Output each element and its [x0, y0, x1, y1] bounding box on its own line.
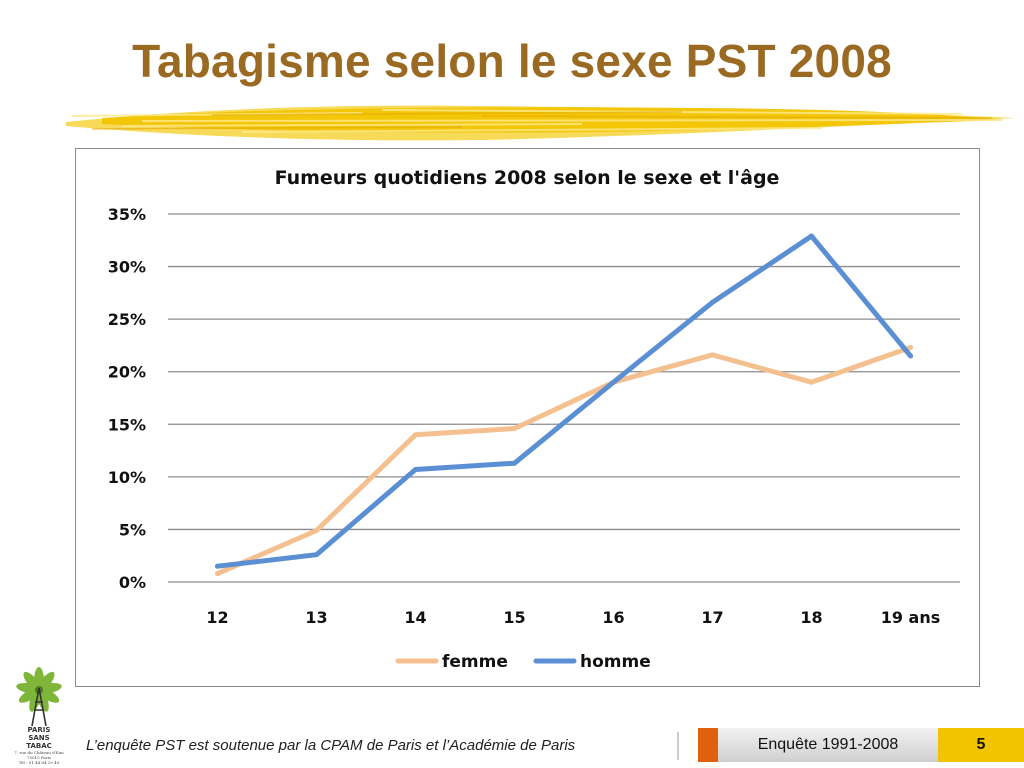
data-point-femme [908, 345, 913, 351]
legend-label-femme: femme [442, 652, 508, 672]
data-point-homme [512, 460, 517, 466]
data-point-homme [215, 563, 220, 569]
series-line-homme [215, 233, 913, 569]
data-point-femme [215, 571, 220, 577]
chart-title: Fumeurs quotidiens 2008 selon le sexe et… [275, 167, 780, 189]
y-tick-label: 20% [108, 363, 146, 382]
footer-orange-block [698, 728, 718, 762]
slide-title: Tabagisme selon le sexe PST 2008 [132, 35, 892, 87]
y-tick-label: 25% [108, 310, 146, 329]
footer-divider [677, 732, 679, 760]
svg-text:TABAC: TABAC [26, 742, 52, 750]
svg-text:Tél : 01 44 84 29 49: Tél : 01 44 84 29 49 [19, 760, 60, 765]
svg-text:75010 Paris: 75010 Paris [27, 755, 51, 760]
data-point-femme [512, 425, 517, 431]
footer-credit: L’enquête PST est soutenue par la CPAM d… [86, 737, 576, 754]
chart-frame: Fumeurs quotidiens 2008 selon le sexe et… [75, 148, 980, 687]
y-tick-label: 10% [108, 468, 146, 487]
x-tick-label: 16 [602, 608, 624, 627]
data-point-homme [710, 299, 715, 305]
x-tick-label: 17 [701, 608, 723, 627]
data-point-femme [710, 352, 715, 358]
data-point-femme [809, 379, 814, 385]
paris-sans-tabac-logo: PARIS SANS TABAC 7, rue du Château d'Eau… [14, 667, 64, 765]
svg-text:PARIS: PARIS [28, 726, 51, 734]
legend-label-homme: homme [580, 652, 651, 672]
data-point-homme [611, 379, 616, 385]
y-tick-label: 5% [119, 520, 146, 539]
data-point-femme [413, 432, 418, 438]
data-point-homme [413, 466, 418, 472]
x-tick-label: 14 [404, 608, 426, 627]
x-tick-label: 15 [503, 608, 525, 627]
x-tick-label: 13 [305, 608, 327, 627]
data-point-homme [908, 353, 913, 359]
data-point-femme [314, 527, 319, 533]
y-tick-label: 0% [119, 573, 146, 592]
svg-text:7, rue du Château d'Eau: 7, rue du Château d'Eau [14, 750, 64, 755]
footer-page-number: 5 [938, 728, 1024, 762]
line-chart: Fumeurs quotidiens 2008 selon le sexe et… [108, 167, 960, 672]
x-tick-label: 19 ans [881, 608, 941, 627]
x-tick-label: 18 [800, 608, 822, 627]
x-tick-label: 12 [206, 608, 228, 627]
data-point-homme [809, 233, 814, 239]
series-line-femme [215, 345, 913, 577]
data-point-homme [314, 552, 319, 558]
footer-survey-label: Enquête 1991-2008 [718, 728, 938, 762]
y-tick-label: 35% [108, 205, 146, 224]
y-tick-label: 30% [108, 258, 146, 277]
y-tick-label: 15% [108, 415, 146, 434]
title-underline-brushstroke [66, 105, 1017, 141]
svg-text:SANS: SANS [28, 734, 49, 742]
